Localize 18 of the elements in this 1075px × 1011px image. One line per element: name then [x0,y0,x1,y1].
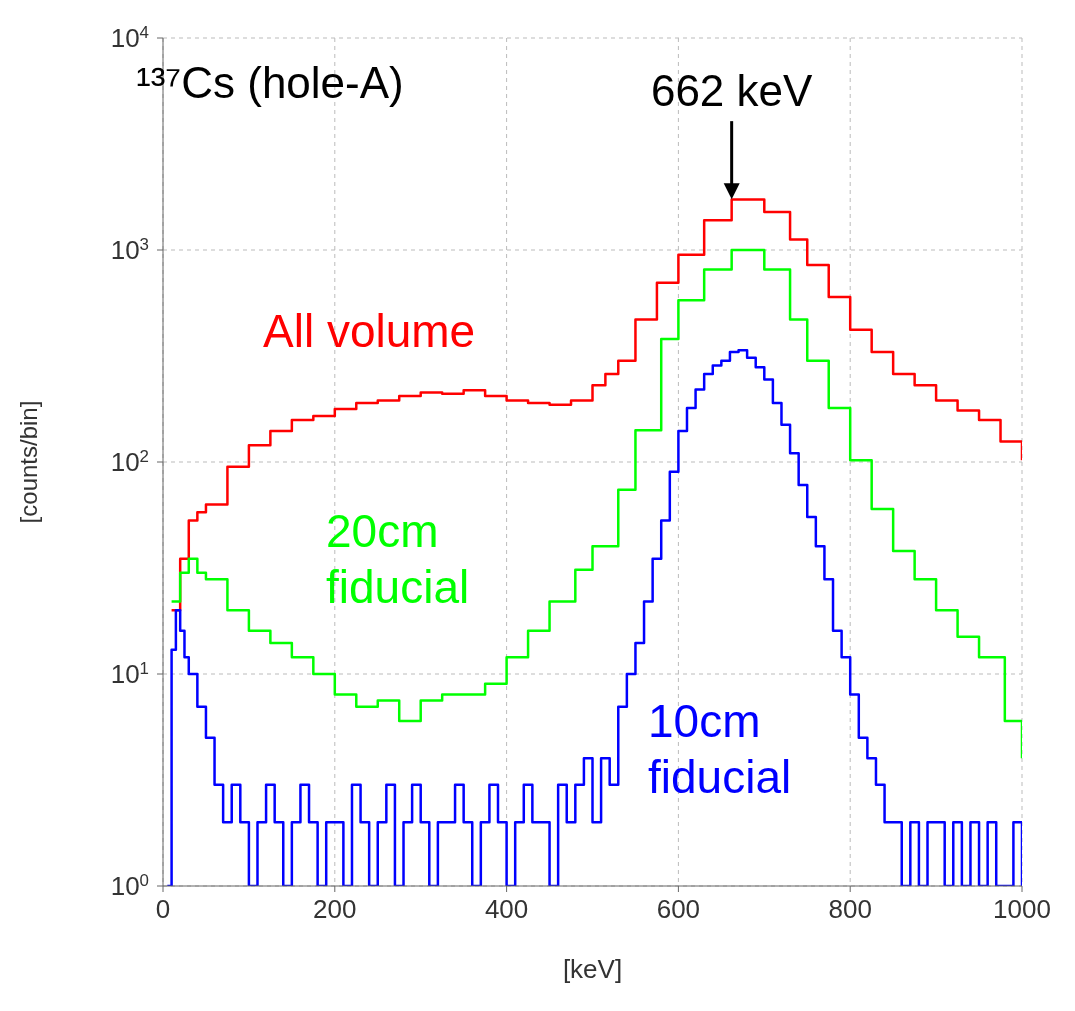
y-tick-label: 10$^{2}$ [110,446,149,477]
x-tick-label: 400 [484,894,529,924]
x-tick-label: 0 [155,894,171,924]
x-tick-label: 800 [828,894,872,924]
y-tick-label: 10$^{0}$ [110,870,149,901]
x-tick-label: 200 [313,894,357,924]
y-axis-title: [counts/bin] [14,400,42,524]
y-tick-label: 10$^{4}$ [110,22,149,53]
series-label: 20cm fiducial [326,504,471,615]
x-tick-label: 600 [656,894,701,924]
x-axis-title: [keV] [562,954,623,984]
y-tick-label: 10$^{1}$ [110,658,149,689]
annotation: 662 keV [650,66,814,116]
y-tick-label: 10$^{3}$ [110,234,149,265]
annotation: ¹³⁷Cs (hole-A) [136,58,404,108]
series-label: 10cm fiducial [648,694,793,805]
series-label: All volume [263,304,477,359]
x-tick-label: 1000 [993,894,1051,924]
